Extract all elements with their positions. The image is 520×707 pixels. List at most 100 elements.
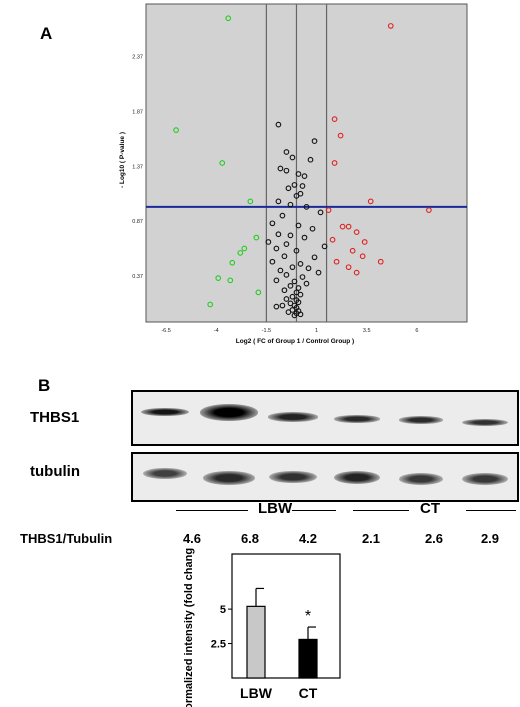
bar-category-label: LBW (240, 685, 273, 701)
ratio-value: 4.2 (298, 531, 318, 546)
tubulin-blot (131, 452, 519, 502)
tubulin-label: tubulin (30, 463, 80, 480)
y-tick-label: 0.87 (132, 219, 143, 225)
data-point (301, 173, 308, 180)
data-point (301, 234, 308, 241)
data-point (283, 241, 290, 247)
data-point (225, 15, 232, 22)
data-point (297, 311, 304, 318)
bar-lbw (246, 605, 266, 679)
thbs1-band (461, 418, 509, 426)
panel-b-label: B (38, 376, 51, 395)
thbs1-band (268, 412, 318, 422)
data-point (269, 258, 276, 265)
data-point (303, 204, 310, 210)
data-point (215, 275, 222, 281)
bar-category-label: CT (299, 685, 318, 701)
data-point (303, 280, 310, 287)
tubulin-band (461, 473, 509, 486)
data-point (285, 185, 292, 192)
data-point (305, 265, 312, 272)
plot-area (145, 3, 468, 323)
data-point (219, 160, 226, 166)
data-point (377, 258, 384, 265)
data-point (349, 247, 356, 254)
ratio-value: 4.6 (182, 531, 202, 546)
data-point (281, 253, 288, 260)
data-point (279, 302, 286, 309)
data-point (277, 165, 284, 172)
thbs1-band (398, 416, 444, 424)
x-tick-label: -4 (214, 328, 219, 334)
data-point (333, 258, 340, 265)
ct-line-left (353, 510, 409, 511)
tubulin-band (269, 470, 317, 484)
data-point (387, 23, 394, 29)
data-point (283, 271, 290, 278)
ct-group-label: CT (420, 500, 440, 517)
data-point (321, 243, 328, 250)
y-tick-label: 1.87 (132, 109, 143, 115)
data-point (275, 121, 282, 128)
data-point (265, 239, 272, 245)
data-point (337, 132, 344, 139)
data-point (285, 309, 292, 315)
data-point (283, 296, 290, 302)
x-tick-label: -6.5 (161, 328, 170, 334)
data-point (299, 183, 306, 189)
data-point (345, 223, 352, 230)
data-point (295, 299, 302, 306)
thbs1-blot (131, 390, 519, 446)
data-point (291, 278, 298, 285)
data-point (295, 285, 302, 291)
data-point (329, 236, 336, 243)
x-tick-label: 6 (415, 328, 418, 334)
panel-a-label: A (40, 24, 53, 43)
tubulin-band (142, 467, 188, 480)
data-point (299, 274, 306, 280)
ratio-value: 6.8 (240, 531, 260, 546)
data-point (293, 247, 300, 254)
x-tick-label: -1.5 (262, 328, 271, 334)
data-point (281, 287, 288, 294)
ratio-value: 2.6 (424, 531, 444, 546)
x-tick-label: 1 (315, 328, 318, 334)
data-point (255, 289, 262, 296)
data-point (311, 138, 318, 144)
data-point (289, 264, 296, 271)
data-point (331, 160, 338, 166)
significance-asterisk: * (305, 608, 311, 625)
data-point (283, 167, 290, 174)
data-point (291, 312, 298, 319)
data-point (339, 223, 346, 230)
y-axis-label: - Log10 ( P-value ) (119, 132, 126, 188)
y-tick-label: 2.37 (132, 55, 143, 61)
data-point (361, 239, 368, 245)
data-point (345, 264, 352, 271)
x-axis-label: Log2 ( FC of Group 1 / Control Group ) (236, 338, 354, 345)
data-point (273, 303, 280, 310)
y-tick-label: 5 (220, 604, 226, 616)
thbs1-band (200, 404, 258, 422)
data-point (247, 198, 254, 205)
y-tick-label: 1.37 (132, 164, 143, 170)
bar-plot-frame (231, 553, 341, 679)
data-point (367, 198, 374, 205)
data-point (269, 220, 276, 227)
data-point (241, 245, 248, 252)
data-point (275, 231, 282, 238)
data-point (311, 254, 318, 261)
data-point (353, 269, 360, 276)
lbw-group-label: LBW (258, 500, 293, 517)
data-point (309, 225, 316, 232)
tubulin-band (333, 471, 381, 485)
data-point (291, 182, 298, 188)
data-point (275, 198, 282, 205)
data-point (289, 154, 296, 161)
data-point (315, 269, 322, 276)
data-point (229, 259, 236, 266)
data-point (287, 201, 294, 208)
data-point (287, 232, 294, 239)
tubulin-band (203, 471, 255, 485)
data-point (237, 250, 244, 256)
